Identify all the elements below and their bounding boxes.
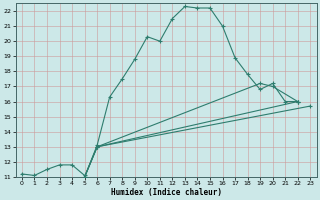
X-axis label: Humidex (Indice chaleur): Humidex (Indice chaleur) <box>111 188 221 197</box>
